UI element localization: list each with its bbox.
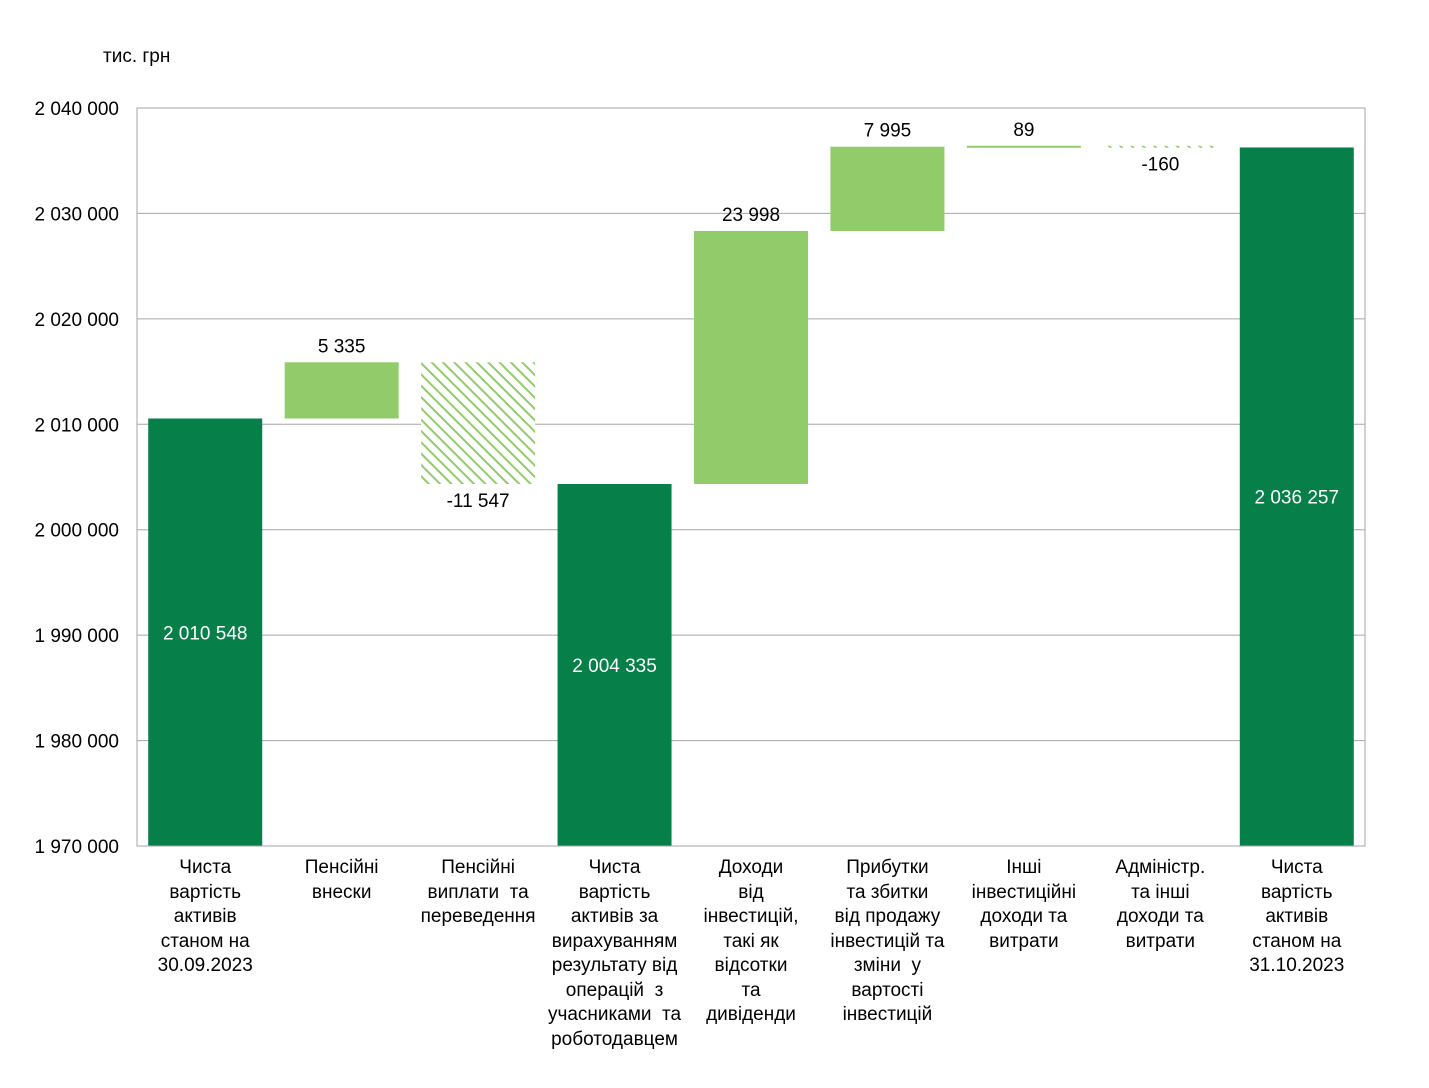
y-tick-label: 1 980 000 xyxy=(34,732,119,753)
category-label-line: 30.09.2023 xyxy=(157,955,253,976)
plot-area-border xyxy=(136,107,1366,847)
category-label-line: Пенсійні xyxy=(441,857,515,878)
data-label: 2 004 335 xyxy=(572,656,657,677)
y-tick-label: 2 010 000 xyxy=(34,415,119,436)
category-label: Чиста вартість активів за вирахуванням резул… xyxy=(540,856,690,1052)
category-label-line: Доходи xyxy=(718,857,784,878)
category-label-line: вартість xyxy=(169,881,242,903)
category-label-line: учасниками та xyxy=(547,1004,682,1025)
data-label: 2 036 257 xyxy=(1255,488,1340,509)
category-label-line: доходи та xyxy=(1116,906,1204,927)
y-tick-label: 2 040 000 xyxy=(34,99,119,120)
category-label: Доходи від інвестицій, такі як відсотки та див… xyxy=(676,856,826,1028)
bar-decrease xyxy=(421,362,536,485)
category-label-line: активів xyxy=(1265,906,1329,927)
category-label-line: дивіденди xyxy=(706,1004,796,1025)
category-label-line: 31.10.2023 xyxy=(1249,955,1345,976)
category-label-line: вартості xyxy=(851,979,924,1001)
category-label: Адміністр. та інші доходи та витрати xyxy=(1085,856,1235,954)
y-tick-label: 1 990 000 xyxy=(34,626,119,647)
category-label-line: інвестицій та xyxy=(830,930,945,952)
bar-increase xyxy=(966,145,1081,148)
category-label-line: активів xyxy=(173,906,237,927)
category-label-line: та xyxy=(741,979,761,1001)
category-label-line: результату від xyxy=(551,955,678,976)
data-label: -160 xyxy=(1141,154,1179,175)
y-tick-label: 2 000 000 xyxy=(34,521,119,542)
category-label: Пенсійні виплати та переведення xyxy=(403,856,553,930)
data-label: -11 547 xyxy=(447,491,510,512)
category-label: Пенсійні внески xyxy=(267,856,417,905)
data-label: 2 010 548 xyxy=(163,623,248,644)
bar-total xyxy=(148,418,263,846)
category-label-line: внески xyxy=(311,881,372,903)
data-labels: 2 010 548 5 335 -11 547 2 004 335 23 998 7 99… xyxy=(163,120,1339,677)
bars xyxy=(148,145,1354,846)
category-label-line: доходи та xyxy=(980,906,1068,927)
category-label-line: та збитки xyxy=(846,881,929,903)
category-label-line: вирахуванням xyxy=(551,930,678,952)
bar-increase xyxy=(284,362,399,419)
category-label-line: та інші xyxy=(1131,881,1190,903)
category-label-line: вартість xyxy=(1260,881,1333,903)
category-label-line: Прибутки xyxy=(846,857,929,878)
category-label-line: Пенсійні xyxy=(304,857,379,878)
category-label: Інші інвестиційні доходи та витрати xyxy=(949,856,1099,954)
data-label: 23 998 xyxy=(722,205,780,226)
category-label-line: відсотки xyxy=(714,955,788,976)
bar-total xyxy=(557,484,672,846)
y-tick-label: 2 030 000 xyxy=(34,204,119,225)
category-label-line: Інші xyxy=(1006,857,1042,878)
category-label-line: Адміністр. xyxy=(1115,857,1206,878)
category-label-line: Чиста xyxy=(588,857,641,878)
category-label-line: від продажу xyxy=(834,906,941,927)
category-label-line: витрати xyxy=(989,930,1059,952)
bar-increase xyxy=(694,231,808,485)
data-label: 89 xyxy=(1013,120,1034,141)
category-label-line: переведення xyxy=(420,906,536,927)
category-label: Чиста вартість активів станом на 30.09.2023 xyxy=(130,856,280,979)
y-tick-label: 2 020 000 xyxy=(34,310,119,331)
category-label-line: від xyxy=(738,881,764,903)
category-label-line: операцій з xyxy=(565,979,664,1001)
category-label-line: вартість xyxy=(578,881,651,903)
category-label-line: станом на xyxy=(160,930,250,952)
bar-decrease xyxy=(1103,145,1218,148)
y-axis-unit-label: тис. грн xyxy=(103,46,171,67)
data-label: 7 995 xyxy=(864,121,912,142)
category-label-line: виплати та xyxy=(427,881,529,903)
category-label-line: інвестиційні xyxy=(971,881,1077,903)
category-label-line: роботодавцем xyxy=(551,1028,678,1050)
category-label-line: інвестицій, xyxy=(703,906,799,927)
category-label: Прибутки та збитки від продажу інвестицій т… xyxy=(812,856,962,1028)
category-label-line: зміни у xyxy=(853,955,922,976)
category-label-line: інвестицій xyxy=(842,1004,933,1025)
bar-total xyxy=(1239,147,1354,846)
data-label: 5 335 xyxy=(318,336,366,357)
axes: 1 970 000 1 980 000 1 990 000 2 000 000 2 01… xyxy=(34,99,1366,858)
category-label-line: такі як xyxy=(723,930,779,952)
category-label-line: Чиста xyxy=(179,857,232,878)
bar-increase xyxy=(830,146,945,232)
category-label-line: витрати xyxy=(1125,930,1196,952)
category-label-line: станом на xyxy=(1252,930,1342,952)
category-label: Чиста вартість активів станом на 31.10.2023 xyxy=(1222,856,1372,979)
category-label-line: Чиста xyxy=(1270,857,1323,878)
category-label-line: активів за xyxy=(570,906,659,927)
y-tick-label: 1 970 000 xyxy=(34,837,119,858)
